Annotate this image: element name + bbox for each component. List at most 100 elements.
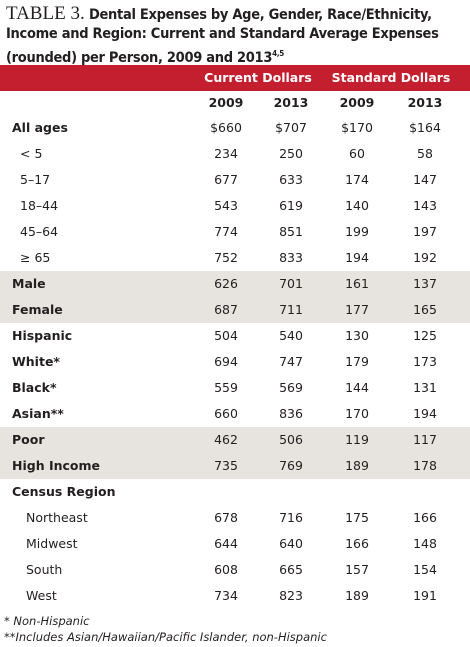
value: 569 — [279, 380, 303, 395]
value: 665 — [279, 562, 303, 577]
value: 823 — [279, 588, 303, 603]
value: 694 — [214, 354, 238, 369]
value: $707 — [275, 120, 307, 135]
value: 752 — [214, 250, 238, 265]
row-label: Hispanic — [12, 328, 73, 343]
value: 189 — [345, 458, 369, 473]
row-label: White* — [12, 354, 60, 369]
value: 833 — [279, 250, 303, 265]
header-band — [0, 65, 470, 91]
year-header: 2009 — [339, 95, 375, 110]
value: 701 — [279, 276, 303, 291]
value: 117 — [413, 432, 437, 447]
shaded-group — [0, 271, 470, 323]
row-label: Male — [12, 276, 46, 291]
value: 747 — [279, 354, 303, 369]
row-label: Midwest — [26, 536, 78, 551]
value: 131 — [413, 380, 437, 395]
row-label: < 5 — [20, 146, 43, 161]
value: 137 — [413, 276, 437, 291]
value: 194 — [345, 250, 369, 265]
footnote: **Includes Asian/Hawaiian/Pacific Island… — [4, 630, 327, 644]
column-group: Standard Dollars — [331, 70, 451, 85]
year-header: 2013 — [273, 95, 309, 110]
row-label: 45–64 — [20, 224, 59, 239]
value: 144 — [345, 380, 369, 395]
value: 199 — [345, 224, 369, 239]
superscript: 4,5 — [272, 49, 284, 58]
shaded-group — [0, 427, 470, 479]
value: 619 — [279, 198, 303, 213]
column-group: Current Dollars — [204, 70, 312, 85]
value: 157 — [345, 562, 369, 577]
title: TABLE 3. Dental Expenses by Age, Gender,… — [6, 4, 466, 68]
value: 687 — [214, 302, 238, 317]
value: 836 — [279, 406, 303, 421]
row-label: Female — [12, 302, 63, 317]
value: 734 — [214, 588, 238, 603]
value: 58 — [417, 146, 433, 161]
value: 154 — [413, 562, 437, 577]
value: 178 — [413, 458, 437, 473]
value: 148 — [413, 536, 437, 551]
value: 191 — [413, 588, 437, 603]
value: 192 — [413, 250, 437, 265]
value: 543 — [214, 198, 238, 213]
value: 165 — [413, 302, 437, 317]
value: 462 — [214, 432, 238, 447]
row-label: 18–44 — [20, 198, 59, 213]
value: 177 — [345, 302, 369, 317]
value: 179 — [345, 354, 369, 369]
year-header: 2009 — [208, 95, 244, 110]
value: 161 — [345, 276, 369, 291]
value: 506 — [279, 432, 303, 447]
value: 119 — [345, 432, 369, 447]
row-label: Northeast — [26, 510, 88, 525]
value: 166 — [413, 510, 437, 525]
value: 174 — [345, 172, 369, 187]
row-label: 5–17 — [20, 172, 51, 187]
value: 166 — [345, 536, 369, 551]
value: 125 — [413, 328, 437, 343]
row-label: ≥ 65 — [20, 250, 51, 265]
value: 175 — [345, 510, 369, 525]
value: $170 — [341, 120, 373, 135]
value: 608 — [214, 562, 238, 577]
value: 194 — [413, 406, 437, 421]
value: 851 — [279, 224, 303, 239]
value: 504 — [214, 328, 238, 343]
row-label: Census Region — [12, 484, 116, 499]
value: 769 — [279, 458, 303, 473]
value: 735 — [214, 458, 238, 473]
row-label: Poor — [12, 432, 45, 447]
value: 626 — [214, 276, 238, 291]
value: 197 — [413, 224, 437, 239]
value: 716 — [279, 510, 303, 525]
value: 60 — [349, 146, 365, 161]
value: $660 — [210, 120, 242, 135]
value: 559 — [214, 380, 238, 395]
value: 130 — [345, 328, 369, 343]
row-label: South — [26, 562, 63, 577]
value: 140 — [345, 198, 369, 213]
title-text: Dental Expenses by Age, Gender, Race/Eth… — [6, 7, 439, 66]
value: 540 — [279, 328, 303, 343]
row-label: All ages — [12, 120, 68, 135]
value: 633 — [279, 172, 303, 187]
footnote: * Non-Hispanic — [4, 614, 90, 628]
year-header: 2013 — [407, 95, 443, 110]
value: 774 — [214, 224, 238, 239]
value: 660 — [214, 406, 238, 421]
table-label: TABLE 3. — [6, 3, 85, 24]
value: 173 — [413, 354, 437, 369]
value: $164 — [409, 120, 441, 135]
value: 678 — [214, 510, 238, 525]
row-label: High Income — [12, 458, 100, 473]
value: 250 — [279, 146, 303, 161]
value: 711 — [279, 302, 303, 317]
value: 143 — [413, 198, 437, 213]
value: 677 — [214, 172, 238, 187]
value: 170 — [345, 406, 369, 421]
value: 189 — [345, 588, 369, 603]
